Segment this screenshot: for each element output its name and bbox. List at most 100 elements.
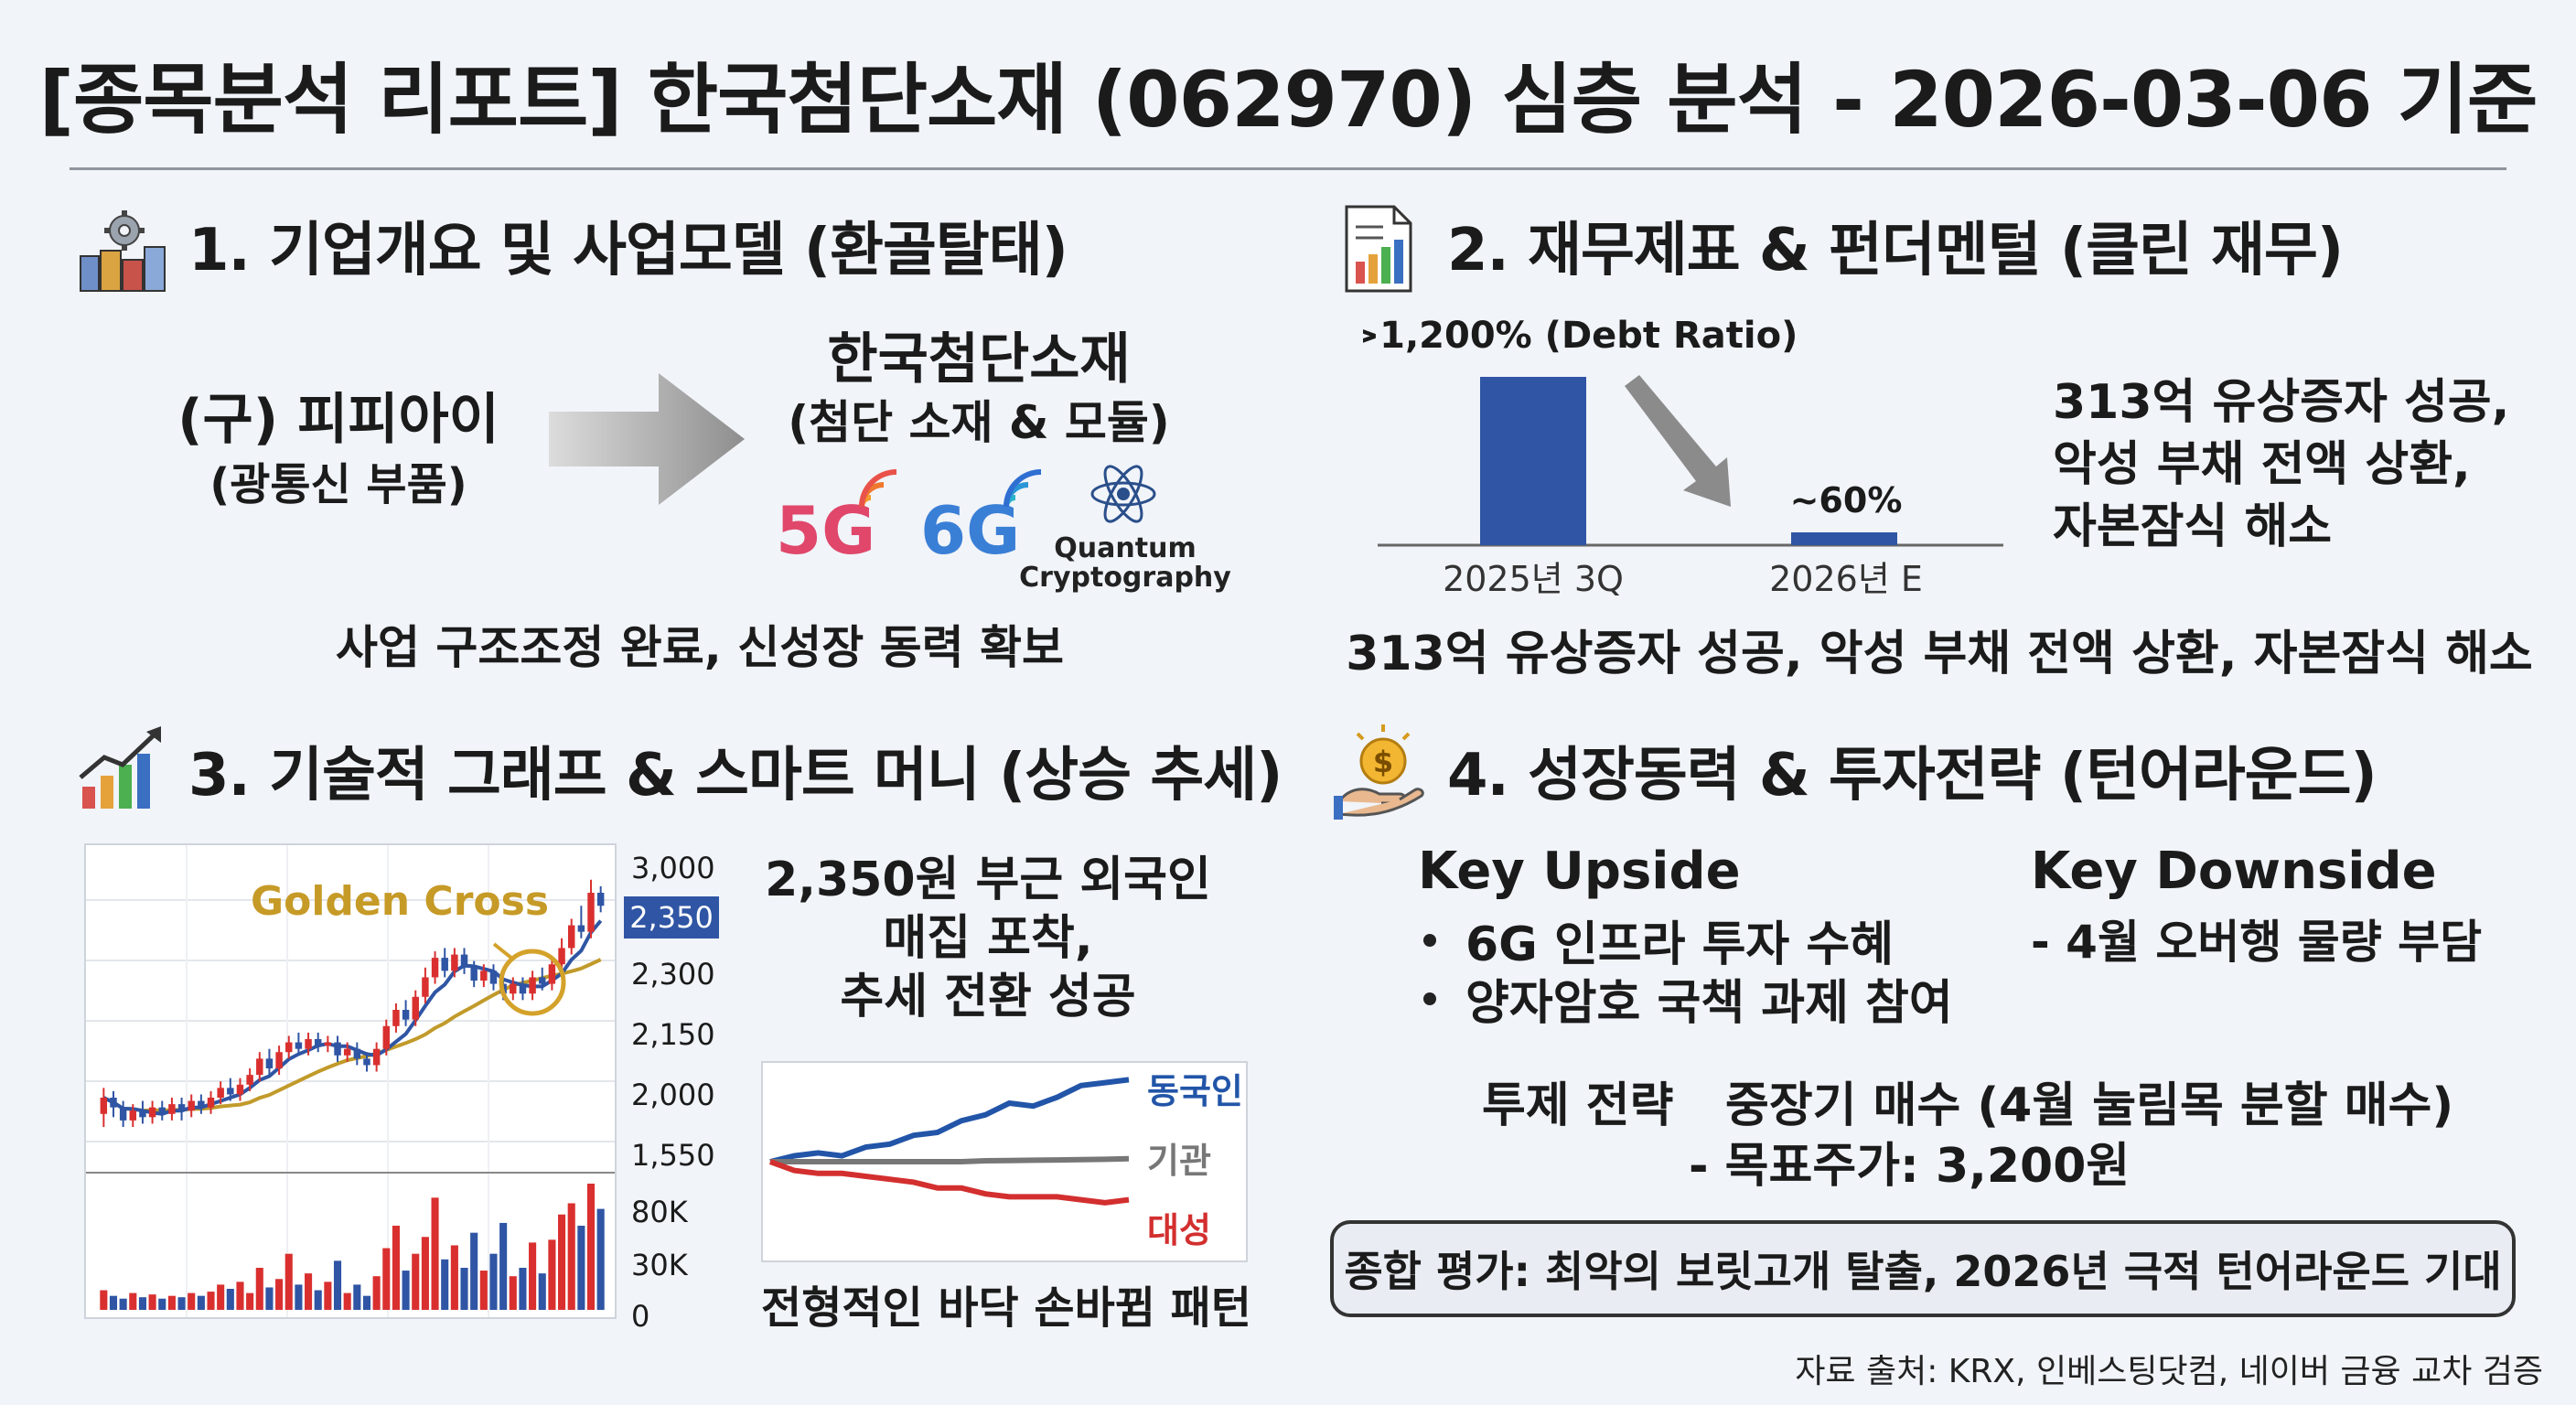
- debt-decrease-arrow-icon: [1625, 375, 1731, 507]
- volume-bar: [236, 1282, 244, 1310]
- candle-body: [148, 1107, 156, 1118]
- candle-body: [558, 948, 565, 965]
- volume-bar: [450, 1245, 458, 1310]
- price-axis: 3,000 2,350 2,300 2,150 2,000 1,550 80K …: [620, 843, 721, 1334]
- candle-body: [402, 1010, 410, 1020]
- capital-note-line: 313억 유상증자 성공,: [2053, 375, 2510, 430]
- upside-item-text: 양자암호 국책 과제 참여: [1465, 976, 1953, 1031]
- capital-note-line: 악성 부채 전액 상환,: [2053, 437, 2471, 492]
- volume-bar: [353, 1284, 361, 1310]
- volume-bar: [529, 1242, 537, 1310]
- candle-body: [587, 893, 595, 932]
- volume-bar: [421, 1237, 429, 1310]
- candle-body: [295, 1042, 303, 1049]
- candle-body: [577, 925, 585, 932]
- candle-body: [539, 977, 546, 984]
- target-price: - 목표주가: 3,200원: [1689, 1139, 2131, 1194]
- candle-body: [285, 1042, 293, 1053]
- page-title: [종목분석 리포트] 한국첨단소재 (062970) 심층 분석 - 2026-…: [38, 55, 2538, 145]
- candle-body: [392, 1010, 400, 1026]
- volume-bar: [305, 1273, 313, 1310]
- downside-item: - 4월 오버행 물량 부담: [2031, 916, 2483, 969]
- flow-chart-caption: 전형적인 바닥 손바뀜 패턴: [761, 1282, 1251, 1334]
- volume-bar: [372, 1276, 381, 1310]
- candle-body: [510, 983, 517, 994]
- institution-series-label: 기관: [1147, 1141, 1211, 1181]
- debt-value-label-2026: ~60%: [1790, 480, 1903, 520]
- foreign-series-label: 동국인: [1147, 1071, 1243, 1111]
- volume-bar: [596, 1208, 605, 1310]
- candle-body: [412, 996, 419, 1020]
- capital-increase-note: 313억 유상증자 성공, 악성 부채 전액 상환, 자본잠식 해소: [2053, 371, 2509, 558]
- candlestick-chart-panel: Golden Cross: [84, 843, 617, 1319]
- debt-value-label-2025: >1,200% (Debt Ratio): [1363, 315, 1798, 357]
- volume-bar: [246, 1292, 254, 1310]
- volume-bar: [100, 1290, 108, 1310]
- candle-body: [567, 925, 575, 949]
- volume-bar: [567, 1203, 575, 1310]
- candle-body: [470, 967, 478, 981]
- old-company-name: (구) 피피아이: [177, 388, 499, 452]
- volume-bar: [177, 1297, 186, 1310]
- volume-tick: 30K: [631, 1248, 688, 1282]
- key-upside-title: Key Upside: [1418, 842, 1741, 901]
- debt-ratio-chart: >1,200% (Debt Ratio) ~60% 2025년 3Q 2026년…: [1363, 315, 2003, 599]
- volume-tick: 0: [631, 1299, 650, 1334]
- investor-flow-chart: 동국인 기관 대성: [761, 1061, 1248, 1262]
- volume-bar: [586, 1184, 596, 1310]
- candle-body: [275, 1052, 283, 1068]
- bullet-dot: [1423, 933, 1436, 947]
- candle-body: [324, 1042, 332, 1046]
- candle-body: [246, 1075, 253, 1085]
- individual-flow-line: [768, 1159, 1130, 1206]
- candle-body: [382, 1025, 391, 1049]
- volume-bar: [392, 1226, 400, 1310]
- candle-body: [168, 1104, 176, 1114]
- ma-short-line: [102, 919, 603, 1116]
- volume-bar: [226, 1289, 234, 1310]
- candle-body: [519, 983, 527, 994]
- volume-bar: [499, 1222, 508, 1310]
- volume-bar: [412, 1253, 420, 1310]
- volume-bar: [343, 1292, 351, 1310]
- candle-body: [119, 1107, 127, 1121]
- upside-item: 양자암호 국책 과제 참여: [1423, 964, 1953, 1033]
- factory-gear-icon: [80, 210, 166, 292]
- volume-bar: [109, 1295, 118, 1310]
- debt-ratio-bar: [1480, 377, 1586, 545]
- section4-title: 4. 성장동력 & 투자전략 (턴어라운드): [1447, 742, 2377, 810]
- volume-bar: [275, 1279, 284, 1310]
- title-divider: [70, 167, 2506, 170]
- volume-bar: [119, 1298, 127, 1310]
- quantum-label: Quantum: [1054, 532, 1197, 564]
- section1-title: 1. 기업개요 및 사업모델 (환골탈태): [188, 217, 1068, 284]
- volume-bar: [188, 1292, 196, 1310]
- old-company-desc: (광통신 부품): [209, 459, 467, 510]
- volume-bar: [362, 1295, 371, 1310]
- money-hand-icon: $: [1334, 724, 1424, 820]
- candle-body: [480, 971, 488, 981]
- volume-bar: [284, 1253, 293, 1310]
- price-tick: 2,000: [631, 1078, 715, 1112]
- section1-summary: 사업 구조조정 완료, 신성장 동력 확보: [335, 621, 1065, 674]
- candle-body: [265, 1058, 274, 1068]
- rising-chart-icon: [79, 726, 161, 809]
- candle-body: [139, 1110, 146, 1118]
- note-line: 추세 전환 성공: [840, 970, 1136, 1024]
- volume-bar: [207, 1292, 215, 1310]
- overall-assessment-text: 종합 평가: 최악의 보릿고개 탈출, 2026년 극적 턴어라운드 기대: [1344, 1247, 2502, 1296]
- overall-assessment-box: 종합 평가: 최악의 보릿고개 탈출, 2026년 극적 턴어라운드 기대: [1330, 1220, 2516, 1317]
- volume-bar: [460, 1268, 468, 1310]
- foreign-buying-note: 2,350원 부근 외국인 매집 포착, 추세 전환 성공: [732, 851, 1244, 1026]
- volume-bar: [519, 1268, 527, 1310]
- upside-item: 6G 인프라 투자 수혜: [1423, 906, 1894, 974]
- volume-bar: [402, 1271, 410, 1310]
- bullet-dot: [1423, 992, 1436, 1005]
- section2-summary: 313억 유상증자 성공, 악성 부채 전액 상환, 자본잠식 해소: [1346, 627, 2533, 681]
- volume-bar: [431, 1197, 439, 1310]
- volume-bar: [577, 1226, 585, 1310]
- financial-report-icon: [1345, 205, 1412, 293]
- golden-cross-marker: [499, 949, 566, 1016]
- signal-5g-icon: [859, 469, 897, 508]
- price-tick: 1,550: [631, 1138, 715, 1173]
